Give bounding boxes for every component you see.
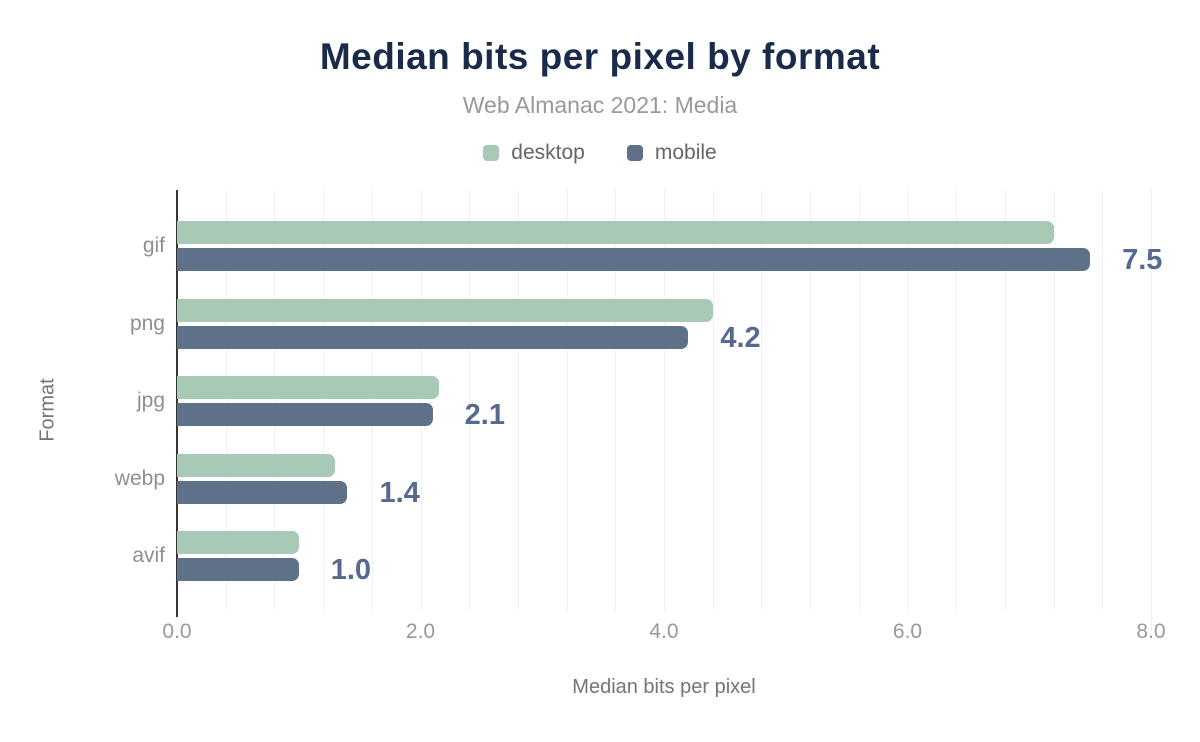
gridline (1004, 190, 1006, 610)
legend-label-mobile: mobile (654, 141, 717, 164)
category-label-webp: webp (114, 466, 165, 490)
category-label-png: png (129, 311, 165, 335)
gridline (469, 190, 471, 610)
legend-swatch-desktop-icon (483, 145, 500, 161)
gridline (1053, 190, 1055, 610)
category-label-gif: gif (142, 234, 165, 257)
x-tick-label: 4.0 (649, 620, 679, 643)
gridline (810, 190, 812, 610)
bar-mobile-avif (177, 558, 299, 581)
value-label-png: 4.2 (720, 321, 761, 354)
bar-mobile-jpg (177, 403, 433, 426)
gridline (420, 190, 422, 610)
gridline (1151, 190, 1152, 632)
gridline (1102, 190, 1104, 610)
y-axis-title: Format (36, 378, 59, 442)
legend-label-desktop: desktop (511, 141, 585, 164)
x-tick-label: 8.0 (1136, 620, 1166, 643)
bar-desktop-png (177, 298, 713, 322)
gridline (615, 190, 617, 610)
bar-mobile-png (177, 325, 689, 349)
bar-mobile-webp (177, 480, 348, 504)
gridline (664, 190, 665, 610)
gridline (956, 190, 958, 610)
value-label-avif: 1.0 (330, 554, 372, 586)
gridline (566, 190, 568, 610)
bar-desktop-gif (177, 221, 1054, 244)
legend-swatch-mobile-icon (626, 145, 643, 161)
category-label-avif: avif (132, 544, 165, 567)
x-tick-label: 6.0 (892, 620, 923, 643)
value-label-jpg: 2.1 (464, 399, 505, 431)
gridline (761, 190, 763, 610)
x-axis-title: Median bits per pixel (572, 676, 756, 698)
gridline (274, 190, 276, 610)
legend-item-mobile[interactable]: mobile (626, 141, 717, 165)
bar-desktop-jpg (177, 376, 439, 399)
value-label-gif: 7.5 (1122, 244, 1163, 276)
bar-desktop-avif (177, 531, 299, 554)
bar-desktop-webp (177, 453, 336, 477)
legend: desktop mobile (0, 141, 1200, 165)
gridline (517, 190, 519, 610)
legend-item-desktop[interactable]: desktop (483, 141, 585, 165)
x-tick-label: 2.0 (405, 620, 436, 643)
chart-subtitle: Web Almanac 2021: Media (462, 92, 738, 118)
category-label-jpg: jpg (136, 389, 165, 412)
gridline (371, 190, 373, 610)
gridline (323, 190, 325, 610)
gridline (858, 190, 860, 610)
value-label-webp: 1.4 (379, 476, 420, 509)
chart-title: Median bits per pixel by format (319, 36, 881, 77)
gridline (907, 190, 909, 610)
bar-mobile-gif (177, 248, 1091, 271)
gridline (712, 190, 714, 610)
x-tick-label: 0.0 (162, 620, 192, 643)
gridline (225, 190, 227, 610)
